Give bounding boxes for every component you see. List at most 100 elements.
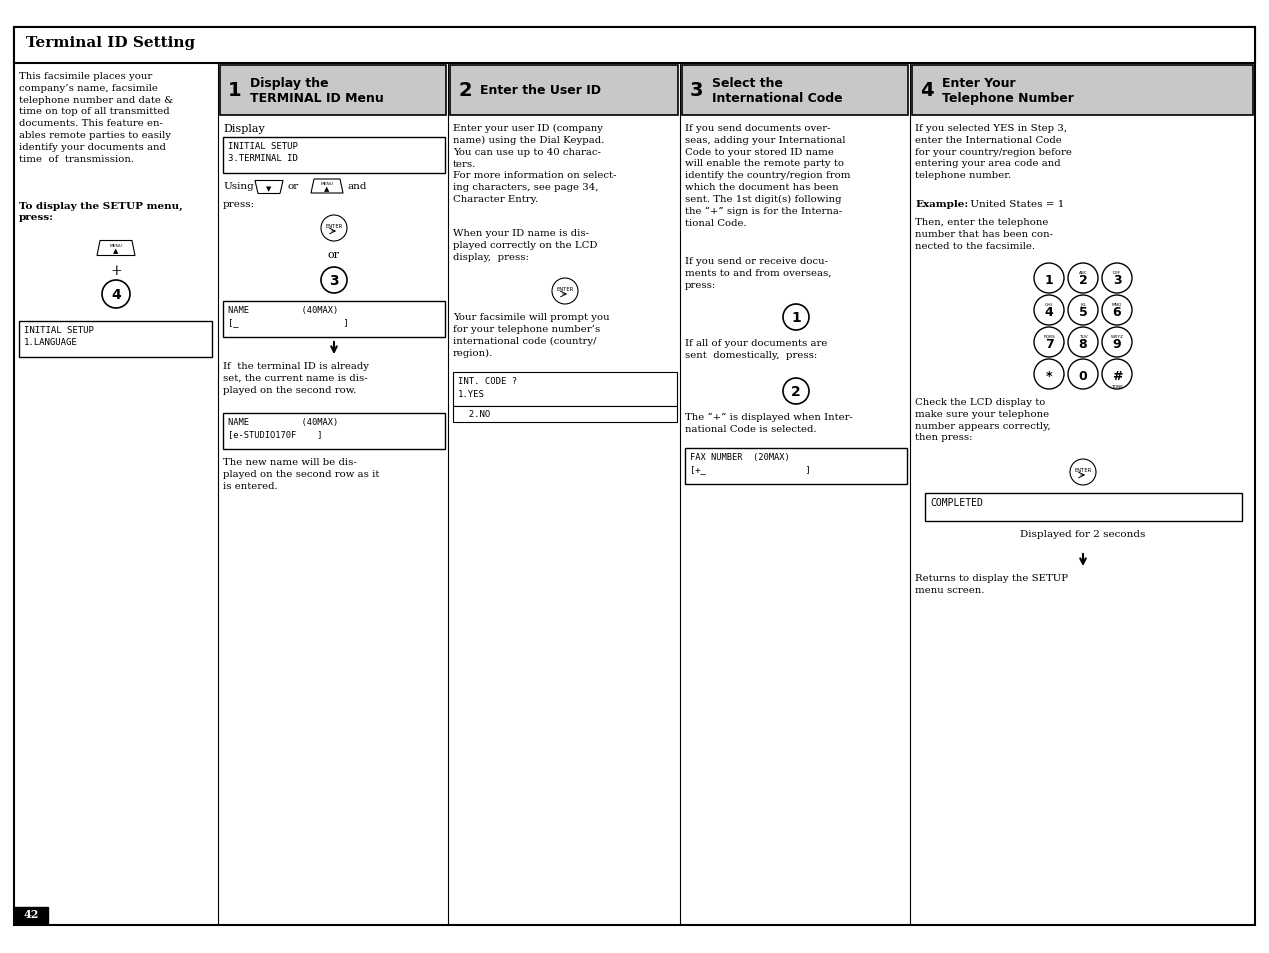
Text: If you send documents over-
seas, adding your International
Code to your stored : If you send documents over- seas, adding…	[685, 124, 850, 228]
Text: or: or	[327, 250, 340, 260]
Text: Example:: Example:	[915, 200, 968, 209]
Text: 2: 2	[458, 81, 472, 100]
Text: press:: press:	[223, 200, 255, 209]
Text: Then, enter the telephone
number that has been con-
nected to the facsimile.: Then, enter the telephone number that ha…	[915, 218, 1053, 251]
Circle shape	[783, 378, 810, 405]
Text: 1: 1	[791, 311, 801, 325]
Circle shape	[1101, 264, 1132, 294]
Circle shape	[1101, 295, 1132, 326]
Text: 0: 0	[1079, 370, 1088, 383]
Text: Your facsimile will prompt you
for your telephone number’s
international code (c: Your facsimile will prompt you for your …	[453, 313, 609, 357]
Bar	[19, 322, 212, 357]
Text: Terminal ID Setting: Terminal ID Setting	[25, 36, 195, 50]
Text: MNO: MNO	[1112, 303, 1122, 307]
Bar	[223, 138, 445, 173]
Circle shape	[1068, 328, 1098, 357]
Circle shape	[552, 278, 577, 305]
Text: #: #	[1112, 370, 1122, 383]
Text: When your ID name is dis-
played correctly on the LCD
display,  press:: When your ID name is dis- played correct…	[453, 229, 598, 261]
Text: Enter Your
Telephone Number: Enter Your Telephone Number	[942, 77, 1074, 105]
Text: To display the SETUP menu,
press:: To display the SETUP menu, press:	[19, 202, 183, 222]
Text: 3: 3	[1113, 274, 1122, 287]
Text: 6: 6	[1113, 306, 1122, 319]
Text: TONE: TONE	[1110, 385, 1123, 389]
Text: Displayed for 2 seconds: Displayed for 2 seconds	[1020, 530, 1146, 538]
Text: MENU: MENU	[321, 182, 334, 186]
Bar	[925, 494, 1242, 521]
Polygon shape	[255, 181, 283, 194]
Text: 4: 4	[1044, 306, 1053, 319]
Text: ABC: ABC	[1079, 271, 1088, 274]
Text: 42: 42	[23, 908, 38, 919]
Text: Enter the User ID: Enter the User ID	[480, 85, 602, 97]
Text: ENTER: ENTER	[325, 224, 343, 230]
Text: PQRS: PQRS	[1043, 335, 1055, 338]
Text: If you selected YES in Step 3,
enter the International Code
for your country/reg: If you selected YES in Step 3, enter the…	[915, 124, 1072, 180]
Bar	[681, 66, 909, 116]
Text: 9: 9	[1113, 338, 1122, 351]
Text: 4: 4	[920, 81, 934, 100]
Text: 8: 8	[1079, 338, 1088, 351]
Text: INITIAL SETUP
3.TERMINAL ID: INITIAL SETUP 3.TERMINAL ID	[228, 142, 298, 163]
Text: 5: 5	[1079, 306, 1088, 319]
Text: If all of your documents are
sent  domestically,  press:: If all of your documents are sent domest…	[685, 338, 827, 359]
Bar	[223, 414, 445, 450]
Circle shape	[321, 215, 346, 242]
Text: 2: 2	[791, 385, 801, 398]
Text: 3: 3	[690, 81, 703, 100]
Bar	[453, 407, 676, 422]
Circle shape	[1068, 359, 1098, 390]
Circle shape	[1068, 264, 1098, 294]
Text: 1: 1	[228, 81, 241, 100]
Circle shape	[1034, 359, 1063, 390]
Text: 1: 1	[1044, 274, 1053, 287]
Text: ▼: ▼	[266, 186, 272, 192]
Text: ENTER: ENTER	[1075, 468, 1091, 473]
Text: If  the terminal ID is already
set, the current name is dis-
played on the secon: If the terminal ID is already set, the c…	[223, 361, 369, 395]
Text: COMPLETED: COMPLETED	[930, 497, 983, 507]
Text: GHI: GHI	[1046, 303, 1053, 307]
Polygon shape	[311, 180, 343, 193]
Circle shape	[321, 268, 346, 294]
Text: If you send or receive docu-
ments to and from overseas,
press:: If you send or receive docu- ments to an…	[685, 256, 831, 290]
Text: *: *	[1046, 370, 1052, 383]
Text: Check the LCD display to
make sure your telephone
number appears correctly,
then: Check the LCD display to make sure your …	[915, 397, 1051, 442]
Text: 1.YES: 1.YES	[458, 390, 485, 398]
Text: and: and	[348, 182, 368, 191]
Bar	[220, 66, 445, 116]
Text: or: or	[287, 182, 298, 191]
Text: Display the
TERMINAL ID Menu: Display the TERMINAL ID Menu	[250, 77, 383, 105]
Text: +: +	[110, 264, 122, 277]
Text: 7: 7	[1044, 338, 1053, 351]
Circle shape	[783, 305, 810, 331]
Text: 2.NO: 2.NO	[458, 410, 490, 418]
Circle shape	[1101, 359, 1132, 390]
Text: ▲: ▲	[325, 186, 330, 192]
Text: Select the
International Code: Select the International Code	[712, 77, 843, 105]
Bar	[223, 302, 445, 337]
Text: NAME          (40MAX)
[_                    ]: NAME (40MAX) [_ ]	[228, 306, 349, 327]
Polygon shape	[96, 241, 135, 256]
Circle shape	[1034, 328, 1063, 357]
Bar	[450, 66, 678, 116]
Circle shape	[1068, 295, 1098, 326]
Text: FAX NUMBER  (20MAX)
[+_                   ]: FAX NUMBER (20MAX) [+_ ]	[690, 453, 811, 474]
Text: 4: 4	[112, 288, 121, 302]
Text: WXYZ: WXYZ	[1110, 335, 1123, 338]
Text: Using: Using	[223, 182, 254, 191]
Text: DEF: DEF	[1113, 271, 1122, 274]
Text: INT. CODE ?: INT. CODE ?	[458, 376, 518, 386]
Text: Display: Display	[223, 124, 265, 133]
Text: This facsimile places your
company’s name, facsimile
telephone number and date &: This facsimile places your company’s nam…	[19, 71, 173, 163]
Text: ▲: ▲	[113, 248, 119, 253]
Text: NAME          (40MAX)
[e-STUDIO170F    ]: NAME (40MAX) [e-STUDIO170F ]	[228, 417, 339, 438]
Text: MENU: MENU	[109, 244, 122, 248]
Circle shape	[1101, 328, 1132, 357]
Text: Enter your user ID (company
name) using the Dial Keypad.
You can use up to 40 ch: Enter your user ID (company name) using …	[453, 124, 617, 204]
Bar	[685, 449, 907, 484]
Text: INITIAL SETUP
1.LANGUAGE: INITIAL SETUP 1.LANGUAGE	[24, 326, 94, 347]
Text: The “+” is displayed when Inter-
national Code is selected.: The “+” is displayed when Inter- nationa…	[685, 413, 853, 434]
Text: TUV: TUV	[1079, 335, 1088, 338]
Circle shape	[102, 281, 129, 309]
Bar	[14, 28, 1255, 64]
